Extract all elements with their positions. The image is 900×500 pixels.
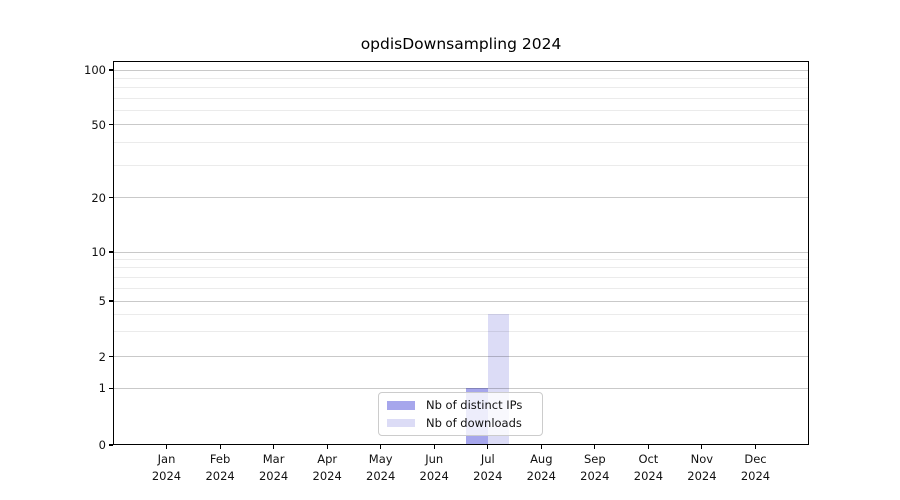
- y-gridline-minor: [113, 97, 809, 99]
- y-tick: [109, 387, 113, 389]
- y-gridline-minor: [113, 109, 809, 111]
- legend-label-distinct-ips: Nb of distinct IPs: [426, 398, 523, 413]
- y-tick-label: 0: [98, 438, 106, 452]
- x-tick-label: Aug 2024: [526, 452, 556, 483]
- x-tick: [754, 445, 757, 449]
- y-gridline-minor: [113, 267, 809, 269]
- x-tick: [594, 445, 596, 449]
- x-tick-label: Oct 2024: [633, 452, 664, 483]
- x-tick-label: Dec 2024: [740, 452, 771, 483]
- legend-swatch-downloads: [387, 418, 415, 427]
- y-tick-label: 10: [91, 245, 106, 259]
- y-tick-label: 1: [98, 381, 106, 396]
- y-tick: [109, 300, 113, 302]
- y-tick: [109, 356, 113, 358]
- legend-entry-distinct-ips: Nb of distinct IPs: [387, 397, 534, 415]
- y-gridline-major: [113, 356, 809, 358]
- x-tick-label: May 2024: [366, 452, 396, 483]
- x-tick: [165, 445, 168, 449]
- y-gridline-minor: [113, 287, 809, 289]
- y-gridline-minor: [113, 313, 809, 315]
- x-tick: [380, 445, 382, 449]
- x-tick: [273, 445, 275, 449]
- x-tick: [433, 445, 435, 449]
- chart-title: opdisDownsampling 2024: [360, 35, 562, 53]
- y-tick: [109, 251, 113, 253]
- legend: Nb of distinct IPs Nb of downloads: [378, 392, 543, 436]
- y-gridline-minor: [113, 142, 809, 144]
- x-tick: [326, 445, 328, 449]
- y-tick: [109, 197, 113, 199]
- x-tick: [647, 445, 649, 449]
- y-gridline-major: [113, 124, 809, 126]
- x-tick-label: Sep 2024: [580, 452, 610, 483]
- y-tick-label: 100: [84, 63, 106, 77]
- x-tick-label: Nov 2024: [687, 452, 717, 483]
- plot-area: [113, 61, 809, 445]
- y-gridline-major: [113, 387, 809, 389]
- x-tick: [701, 445, 703, 449]
- x-tick: [540, 445, 542, 449]
- y-gridline-minor: [113, 276, 809, 278]
- y-tick: [109, 124, 113, 126]
- legend-swatch-distinct-ips: [387, 401, 415, 410]
- y-gridline-minor: [113, 87, 809, 88]
- y-tick-label: 2: [98, 349, 106, 364]
- x-tick-label: Mar 2024: [258, 452, 289, 483]
- x-tick-label: Feb 2024: [205, 452, 235, 483]
- y-tick-label: 20: [91, 190, 106, 205]
- legend-label-downloads: Nb of downloads: [426, 415, 522, 430]
- y-gridline-major: [113, 197, 809, 199]
- y-gridline-minor: [113, 331, 809, 333]
- y-tick: [109, 69, 113, 71]
- x-tick-label: Jul 2024: [473, 452, 503, 483]
- y-gridline-minor: [113, 77, 809, 79]
- y-gridline-major: [113, 300, 809, 302]
- y-gridline-major: [113, 251, 809, 253]
- y-gridline-major: [113, 69, 809, 71]
- y-gridline-minor: [113, 258, 809, 260]
- y-gridline-minor: [113, 164, 809, 166]
- y-tick-label: 50: [91, 117, 106, 132]
- x-tick-label: Apr 2024: [312, 452, 342, 483]
- y-tick: [109, 444, 113, 446]
- x-tick-label: Jun 2024: [419, 452, 449, 483]
- x-tick: [487, 445, 489, 449]
- legend-entry-downloads: Nb of downloads: [387, 414, 534, 432]
- x-tick-label: Jan 2024: [151, 452, 182, 483]
- x-tick: [219, 445, 221, 449]
- y-tick-label: 5: [98, 294, 106, 308]
